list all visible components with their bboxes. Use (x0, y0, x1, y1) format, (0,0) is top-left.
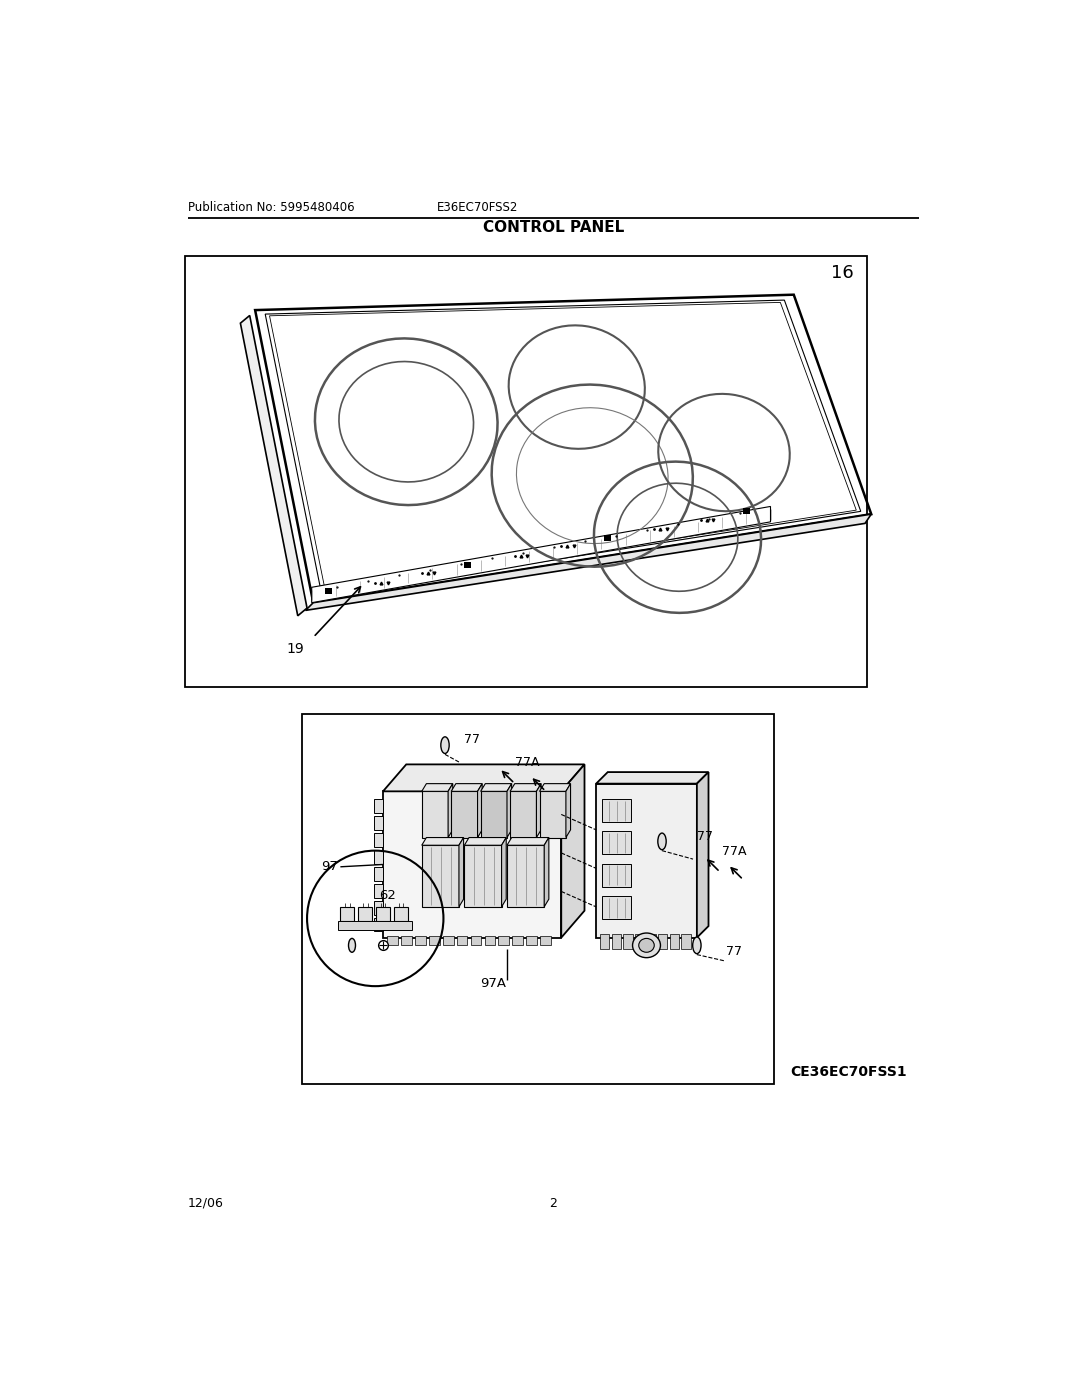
Bar (464, 562, 471, 569)
Ellipse shape (692, 937, 701, 954)
Polygon shape (374, 901, 383, 915)
Bar (743, 509, 751, 514)
Polygon shape (429, 936, 440, 946)
Polygon shape (394, 907, 408, 921)
Polygon shape (374, 799, 383, 813)
Polygon shape (464, 845, 501, 907)
Polygon shape (658, 933, 667, 949)
Polygon shape (537, 784, 541, 838)
Polygon shape (422, 791, 448, 838)
Polygon shape (451, 791, 477, 838)
Polygon shape (241, 316, 307, 616)
Polygon shape (340, 907, 354, 921)
Text: CE36EC70FSS1: CE36EC70FSS1 (789, 1066, 906, 1080)
Text: 62: 62 (379, 888, 396, 902)
Text: 97: 97 (321, 859, 338, 873)
Text: CONTROL PANEL: CONTROL PANEL (483, 221, 624, 235)
Polygon shape (451, 784, 482, 791)
Polygon shape (499, 936, 510, 946)
Bar (301, 714, 774, 1084)
Text: 77A: 77A (515, 756, 539, 770)
Text: Publication No: 5995480406: Publication No: 5995480406 (188, 201, 354, 214)
Polygon shape (376, 907, 390, 921)
Polygon shape (510, 791, 537, 838)
Polygon shape (464, 838, 507, 845)
Polygon shape (697, 773, 708, 937)
Polygon shape (457, 936, 468, 946)
Polygon shape (448, 784, 453, 838)
Polygon shape (603, 863, 631, 887)
Polygon shape (510, 784, 541, 791)
Polygon shape (596, 784, 697, 937)
Polygon shape (374, 849, 383, 863)
Polygon shape (443, 936, 454, 946)
Polygon shape (507, 784, 512, 838)
Polygon shape (383, 764, 584, 791)
Polygon shape (481, 784, 512, 791)
Polygon shape (600, 933, 609, 949)
Polygon shape (485, 936, 496, 946)
Ellipse shape (349, 939, 355, 953)
Text: 77: 77 (697, 830, 713, 842)
Polygon shape (562, 764, 584, 937)
Text: 2: 2 (550, 1197, 557, 1210)
Polygon shape (635, 933, 644, 949)
Polygon shape (540, 791, 566, 838)
Text: 16: 16 (831, 264, 853, 282)
Text: 77: 77 (464, 733, 481, 746)
Polygon shape (681, 933, 691, 949)
Text: E36EC70FSS2: E36EC70FSS2 (437, 201, 518, 214)
Polygon shape (596, 773, 708, 784)
Polygon shape (647, 933, 656, 949)
Ellipse shape (633, 933, 661, 958)
Polygon shape (540, 936, 551, 946)
Polygon shape (544, 838, 549, 907)
Polygon shape (471, 936, 482, 946)
Text: 97A: 97A (480, 978, 505, 990)
Polygon shape (477, 784, 482, 838)
Polygon shape (501, 838, 507, 907)
Polygon shape (312, 507, 770, 602)
Polygon shape (374, 816, 383, 830)
Polygon shape (374, 884, 383, 898)
Text: 77A: 77A (723, 845, 747, 858)
Text: 77: 77 (726, 944, 742, 958)
Polygon shape (359, 907, 373, 921)
Polygon shape (540, 784, 570, 791)
Polygon shape (422, 784, 453, 791)
Polygon shape (566, 784, 570, 838)
Text: 12/06: 12/06 (188, 1197, 224, 1210)
Polygon shape (481, 791, 507, 838)
Polygon shape (401, 936, 411, 946)
Polygon shape (507, 845, 544, 907)
Polygon shape (603, 895, 631, 919)
Bar (604, 535, 611, 541)
Polygon shape (415, 936, 426, 946)
Polygon shape (338, 921, 413, 930)
Polygon shape (603, 799, 631, 823)
Polygon shape (459, 838, 463, 907)
Polygon shape (512, 936, 524, 946)
Polygon shape (374, 833, 383, 847)
Polygon shape (422, 845, 459, 907)
Polygon shape (422, 838, 463, 845)
Bar (325, 588, 332, 594)
Polygon shape (611, 933, 621, 949)
Polygon shape (670, 933, 679, 949)
Bar (186, 256, 867, 687)
Ellipse shape (658, 833, 666, 849)
Ellipse shape (441, 736, 449, 753)
Polygon shape (526, 936, 537, 946)
Polygon shape (306, 514, 872, 610)
Polygon shape (374, 866, 383, 880)
Polygon shape (507, 838, 549, 845)
Polygon shape (383, 791, 562, 937)
Polygon shape (387, 936, 397, 946)
Ellipse shape (638, 939, 654, 953)
Text: 19: 19 (286, 641, 303, 655)
Polygon shape (603, 831, 631, 855)
Polygon shape (623, 933, 633, 949)
Polygon shape (374, 918, 383, 932)
